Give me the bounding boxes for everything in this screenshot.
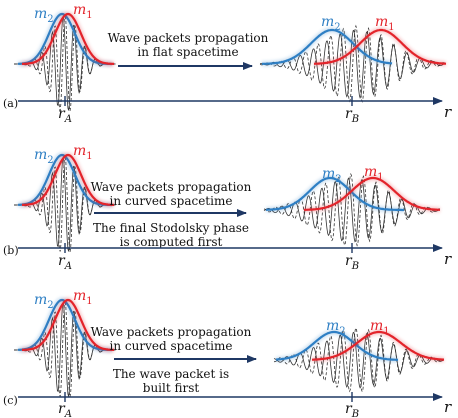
right-wave-packets [259, 24, 446, 103]
rB-label: rB [345, 401, 359, 418]
right-m2-label: m2 [326, 318, 346, 337]
right-m2-envelope [275, 330, 398, 361]
left-m1-label: m1 [73, 143, 93, 162]
right-m1-label: m1 [370, 318, 390, 337]
left-wave-packet [14, 11, 116, 111]
rA-label: rA [58, 253, 72, 272]
note-line-1: The wave packet is [113, 367, 229, 381]
left-m1-label: m1 [73, 288, 93, 307]
caption-line-1: Wave packets propagation [91, 180, 252, 194]
right-m2-label: m2 [321, 14, 341, 33]
left-m1-envelope [22, 298, 114, 351]
r-axis-label: r [444, 398, 452, 416]
right-m1-envelope [312, 330, 444, 361]
left-m1-envelope [22, 153, 114, 206]
right-m1-envelope [314, 28, 446, 65]
right-oscillation-dashed [259, 24, 446, 103]
panel-tag: (c) [3, 394, 18, 407]
note-line-2: built first [143, 381, 200, 395]
panel-a: m2 m1 m2 m1 Wave packets propagation in … [3, 2, 452, 125]
right-wave-packets [263, 172, 440, 247]
r-axis-label: r [444, 103, 452, 121]
caption-line-1: Wave packets propagation [108, 31, 269, 45]
panel-c: m2 m1 m2 m1 Wave packets propagation in … [3, 288, 452, 418]
left-m1-label: m1 [73, 2, 93, 21]
right-m2-envelope [261, 28, 393, 65]
rB-label: rB [345, 253, 359, 272]
caption-line-1: Wave packets propagation [91, 325, 252, 339]
caption-line-2: in curved spacetime [110, 339, 233, 353]
right-m2-label: m2 [322, 166, 342, 185]
right-oscillation-dashed [274, 326, 444, 393]
right-m2-envelope [266, 176, 404, 212]
right-oscillation-solid [260, 29, 446, 99]
left-wave-packet [14, 297, 116, 397]
right-m1-envelope-glow [314, 27, 446, 67]
rA-label: rA [58, 401, 72, 418]
panel-b: m2 m1 m2 m1 Wave packets propagation in … [3, 143, 452, 272]
left-wave-packet [14, 152, 116, 252]
left-m2-label: m2 [34, 147, 54, 166]
rB-label: rB [345, 106, 359, 125]
note-line-1: The final Stodolsky phase [93, 221, 249, 235]
left-m1-envelope [22, 12, 114, 65]
panel-tag: (b) [3, 244, 19, 257]
right-m1-envelope [303, 176, 440, 211]
rA-label: rA [58, 106, 72, 125]
left-m2-label: m2 [34, 6, 54, 25]
r-axis-label: r [444, 250, 452, 268]
note-line-2: is computed first [120, 235, 223, 249]
right-oscillation-solid [273, 331, 444, 389]
panel-tag: (a) [3, 97, 18, 110]
right-m1-label: m1 [364, 164, 384, 183]
right-wave-packets [273, 326, 444, 393]
caption-line-2: in flat spacetime [137, 45, 238, 59]
right-oscillation-dashed [263, 172, 440, 247]
caption-line-2: in curved spacetime [110, 194, 233, 208]
left-m2-label: m2 [34, 292, 54, 311]
right-m1-label: m1 [375, 14, 395, 33]
